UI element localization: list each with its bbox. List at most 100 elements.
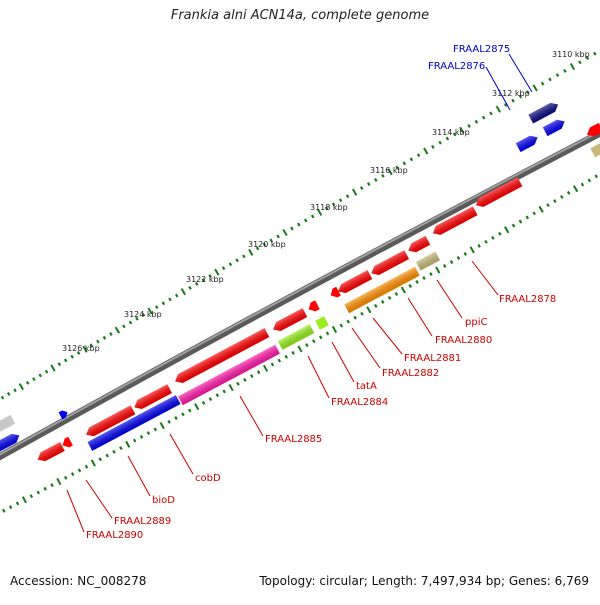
label-FRAAL2889: FRAAL2889	[114, 516, 171, 527]
outer-tick	[0, 395, 5, 400]
inner-tick	[553, 199, 557, 203]
inner-tick	[353, 315, 357, 320]
outer-tick	[221, 266, 226, 271]
gene-FRAAL2880[interactable]	[369, 250, 410, 278]
outer-tick	[155, 305, 159, 310]
outer-tick	[374, 177, 378, 182]
inner-tick	[435, 266, 441, 274]
gene-FRAAL2881[interactable]	[336, 270, 373, 296]
gene-FRAAL2889[interactable]	[60, 436, 73, 450]
inner-tick	[325, 331, 330, 336]
leader-FRAAL2890	[66, 489, 85, 533]
outer-tick	[555, 73, 560, 78]
outer-tick	[331, 202, 336, 207]
outer-tick	[44, 369, 49, 374]
tick-label-3118: 3118 kbp	[310, 203, 348, 212]
outer-tick	[511, 98, 515, 103]
outer-tick	[57, 362, 62, 367]
gene-FRAAL2877[interactable]	[542, 117, 567, 137]
gene-FRAAL2875[interactable]	[528, 100, 560, 124]
outer-tick	[290, 226, 294, 231]
inner-tick	[250, 374, 254, 379]
label-FRAAL2885: FRAAL2885	[265, 434, 322, 445]
gene-cobD[interactable]	[132, 384, 173, 412]
gene-tatA[interactable]	[306, 300, 320, 314]
gene-grey-left[interactable]	[0, 414, 16, 435]
leader-ppiC	[436, 279, 463, 319]
inner-tick	[194, 403, 200, 411]
tick-label-3110: 3110 kbp	[552, 50, 590, 59]
outer-tick	[208, 274, 212, 278]
leader-FRAAL2876	[485, 66, 511, 111]
gene-FRAAL2874[interactable]	[585, 122, 600, 139]
gene-FRAAL2885[interactable]	[173, 328, 270, 386]
inner-tick	[153, 427, 158, 432]
inner-tick	[84, 464, 89, 469]
inner-tick	[312, 339, 316, 344]
inner-tick	[560, 195, 564, 199]
feature-blue-cobD[interactable]	[87, 395, 181, 451]
inner-tick	[408, 284, 412, 288]
outer-tick	[76, 351, 81, 355]
inner-tick	[208, 397, 213, 402]
outer-tick	[423, 147, 429, 155]
gene-ppiC[interactable]	[406, 235, 431, 255]
label-bioD: bioD	[152, 495, 175, 506]
inner-tick	[484, 239, 488, 244]
outer-tick	[135, 316, 139, 321]
leader-cobD	[169, 433, 194, 475]
inner-tick	[546, 203, 550, 208]
inner-tick	[449, 260, 454, 264]
inner-tick	[538, 205, 544, 213]
gene-FRAAL2879[interactable]	[430, 206, 478, 237]
inner-tick	[36, 490, 40, 495]
feature-lightgreen-tatA[interactable]	[315, 316, 329, 330]
label-FRAAL2882: FRAAL2882	[382, 368, 439, 379]
outer-tick	[431, 144, 435, 149]
gene-FRAAL2878[interactable]	[473, 177, 523, 209]
inner-tick	[77, 468, 82, 473]
outer-tick	[548, 77, 552, 82]
label-FRAAL2890: FRAAL2890	[86, 530, 143, 541]
leader-FRAAL2875	[508, 53, 533, 93]
forward-strand-genes	[0, 100, 567, 453]
leader-bioD	[127, 455, 151, 497]
label-tatA: tatA	[356, 381, 377, 392]
gene-FRAAL2876[interactable]	[515, 133, 540, 153]
gene-forward-left[interactable]	[0, 431, 22, 453]
feature-olive-right[interactable]	[590, 142, 600, 158]
outer-tick	[578, 60, 582, 65]
inner-tick	[159, 422, 165, 430]
gene-bioD[interactable]	[84, 405, 136, 439]
tick-label-3124: 3124 kbp	[124, 310, 162, 319]
inner-tick	[146, 431, 151, 436]
gene-FRAAL2890[interactable]	[35, 442, 65, 464]
outer-tick	[38, 373, 43, 378]
inner-tick	[429, 272, 433, 276]
outer-tick	[82, 345, 88, 353]
gene-FRAAL2884[interactable]	[271, 308, 308, 334]
feature-lightgreen-FRAAL2884[interactable]	[277, 324, 315, 350]
inner-tick	[112, 449, 116, 454]
gene-forward-small[interactable]	[58, 409, 70, 420]
outer-tick	[63, 358, 68, 363]
feature-orange-FRAAL2880[interactable]	[344, 266, 420, 314]
inner-tick	[228, 384, 234, 392]
outer-tick	[445, 136, 450, 141]
outer-tick	[452, 132, 457, 137]
map-title: Frankia alni ACN14a, complete genome	[170, 8, 430, 23]
inner-tick	[380, 299, 385, 304]
outer-tick	[297, 222, 301, 227]
outer-tick	[503, 103, 508, 107]
inner-tick	[456, 256, 461, 260]
outer-tick	[6, 392, 11, 396]
feature-olive-ppiC[interactable]	[415, 251, 441, 271]
inner-tick	[525, 215, 530, 220]
gene-FRAAL2882[interactable]	[328, 286, 341, 300]
outer-tick	[317, 208, 323, 216]
inner-tick	[21, 496, 27, 504]
outer-tick	[13, 388, 17, 393]
feature-magenta-FRAAL2885[interactable]	[178, 344, 280, 406]
label-cobD: cobD	[195, 473, 221, 484]
